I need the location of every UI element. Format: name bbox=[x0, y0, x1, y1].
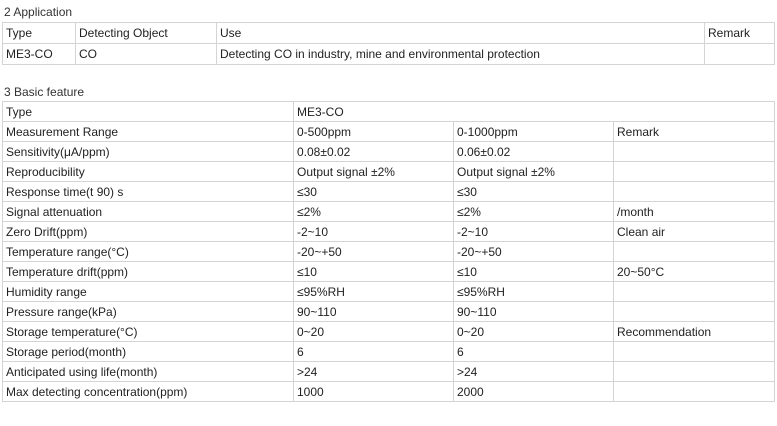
table-cell: -2~10 bbox=[453, 221, 614, 242]
table-cell: Storage period(month) bbox=[2, 341, 294, 362]
table-cell: Signal attenuation bbox=[2, 201, 294, 222]
table-row: Storage period(month) 6 6 bbox=[2, 341, 775, 362]
table-cell: 0-500ppm bbox=[293, 121, 454, 142]
table-cell: -20~+50 bbox=[293, 241, 454, 262]
table-cell: Recommendation bbox=[613, 321, 775, 342]
application-table: Type Detecting Object Use Remark ME3-CO … bbox=[2, 22, 775, 65]
table-cell: Output signal ±2% bbox=[293, 161, 454, 182]
table-cell: ≤30 bbox=[293, 181, 454, 202]
table-row: Sensitivity(μA/ppm) 0.08±0.02 0.06±0.02 bbox=[2, 141, 775, 162]
table-row: Reproducibility Output signal ±2% Output s… bbox=[2, 161, 775, 182]
table-cell: Response time(t 90) s bbox=[2, 181, 294, 202]
table-row: Storage temperature(°C) 0~20 0~20 Recommend… bbox=[2, 321, 775, 342]
table-cell: CO bbox=[75, 43, 217, 65]
header-cell: Remark bbox=[704, 22, 775, 44]
table-cell: Clean air bbox=[613, 221, 775, 242]
table-cell bbox=[613, 281, 775, 302]
table-cell: ME3-CO bbox=[2, 43, 76, 65]
table-cell: -2~10 bbox=[293, 221, 454, 242]
basic-feature-section-title: 3 Basic feature bbox=[4, 85, 85, 99]
table-cell: 90~110 bbox=[453, 301, 614, 322]
table-cell: >24 bbox=[453, 361, 614, 382]
table-cell: Humidity range bbox=[2, 281, 294, 302]
table-cell bbox=[704, 43, 775, 65]
header-cell: Detecting Object bbox=[75, 22, 217, 44]
table-cell: 0.06±0.02 bbox=[453, 141, 614, 162]
table-cell: 20~50°C bbox=[613, 261, 775, 282]
table-cell: Measurement Range bbox=[2, 121, 294, 142]
table-cell: Pressure range(kPa) bbox=[2, 301, 294, 322]
table-cell: 0~20 bbox=[453, 321, 614, 342]
table-row: Response time(t 90) s ≤30 ≤30 bbox=[2, 181, 775, 202]
table-cell: 6 bbox=[293, 341, 454, 362]
table-cell: 90~110 bbox=[293, 301, 454, 322]
table-row: ME3-CO CO Detecting CO in industry, mine… bbox=[2, 43, 775, 65]
table-cell: ≤95%RH bbox=[453, 281, 614, 302]
table-row: Type ME3-CO bbox=[2, 101, 775, 122]
header-cell: Type bbox=[2, 22, 76, 44]
table-row: Pressure range(kPa) 90~110 90~110 bbox=[2, 301, 775, 322]
table-cell: Temperature drift(ppm) bbox=[2, 261, 294, 282]
table-cell bbox=[613, 341, 775, 362]
table-cell bbox=[613, 181, 775, 202]
table-cell bbox=[613, 141, 775, 162]
table-cell: Reproducibility bbox=[2, 161, 294, 182]
table-cell bbox=[613, 381, 775, 402]
table-cell bbox=[613, 361, 775, 382]
table-header-row: Type Detecting Object Use Remark bbox=[2, 22, 775, 44]
table-cell: ME3-CO bbox=[293, 101, 775, 122]
table-cell: Anticipated using life(month) bbox=[2, 361, 294, 382]
table-cell: Output signal ±2% bbox=[453, 161, 614, 182]
table-row: Temperature drift(ppm) ≤10 ≤10 20~50°C bbox=[2, 261, 775, 282]
table-cell: 2000 bbox=[453, 381, 614, 402]
table-cell bbox=[613, 241, 775, 262]
table-cell: ≤95%RH bbox=[293, 281, 454, 302]
table-cell: >24 bbox=[293, 361, 454, 382]
table-cell: 6 bbox=[453, 341, 614, 362]
table-row: Measurement Range 0-500ppm 0-1000ppm Remark bbox=[2, 121, 775, 142]
table-cell: ≤2% bbox=[453, 201, 614, 222]
table-cell bbox=[613, 161, 775, 182]
table-cell: 1000 bbox=[293, 381, 454, 402]
table-cell: Temperature range(°C) bbox=[2, 241, 294, 262]
header-cell: Use bbox=[216, 22, 705, 44]
table-row: Zero Drift(ppm) -2~10 -2~10 Clean air bbox=[2, 221, 775, 242]
table-cell: ≤10 bbox=[453, 261, 614, 282]
table-row: Max detecting concentration(ppm) 1000 2000 bbox=[2, 381, 775, 402]
application-section-title: 2 Application bbox=[4, 5, 73, 19]
table-cell bbox=[613, 301, 775, 322]
table-cell: Detecting CO in industry, mine and envir… bbox=[216, 43, 705, 65]
table-cell: Sensitivity(μA/ppm) bbox=[2, 141, 294, 162]
basic-feature-table: Type ME3-CO Measurement Range 0-500ppm 0-1… bbox=[2, 101, 775, 402]
table-cell: 0-1000ppm bbox=[453, 121, 614, 142]
table-row: Anticipated using life(month) >24 >24 bbox=[2, 361, 775, 382]
table-row: Temperature range(°C) -20~+50 -20~+50 bbox=[2, 241, 775, 262]
table-row: Signal attenuation ≤2% ≤2%/month bbox=[2, 201, 775, 222]
table-cell: Remark bbox=[613, 121, 775, 142]
table-cell: 0~20 bbox=[293, 321, 454, 342]
table-cell: -20~+50 bbox=[453, 241, 614, 262]
table-cell: Zero Drift(ppm) bbox=[2, 221, 294, 242]
table-cell: Max detecting concentration(ppm) bbox=[2, 381, 294, 402]
table-cell: Storage temperature(°C) bbox=[2, 321, 294, 342]
table-cell: 0.08±0.02 bbox=[293, 141, 454, 162]
table-row: Humidity range ≤95%RH ≤95%RH bbox=[2, 281, 775, 302]
table-cell: Type bbox=[2, 101, 294, 122]
table-cell: /month bbox=[613, 201, 775, 222]
table-cell: ≤10 bbox=[293, 261, 454, 282]
table-cell: ≤30 bbox=[453, 181, 614, 202]
table-cell: ≤2% bbox=[293, 201, 454, 222]
